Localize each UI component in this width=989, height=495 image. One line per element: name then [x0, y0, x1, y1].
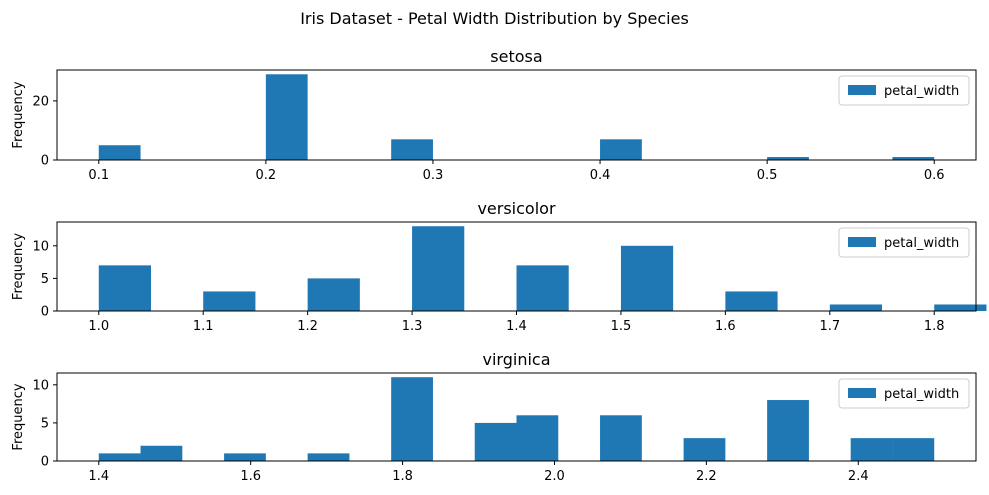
bar — [620, 245, 674, 311]
bar — [892, 438, 935, 461]
bar — [516, 415, 559, 461]
bar — [224, 453, 266, 461]
x-tick-label: 2.2 — [696, 469, 717, 484]
x-tick-label: 2.0 — [544, 469, 565, 484]
legend-box — [838, 378, 970, 409]
panel-title: virginica — [483, 350, 551, 369]
x-tick-label: 1.6 — [240, 469, 261, 484]
x-tick-label: 1.4 — [506, 319, 527, 334]
legend-swatch — [848, 388, 876, 398]
bar — [829, 304, 883, 311]
bar — [767, 400, 809, 461]
x-tick-label: 1.4 — [88, 469, 109, 484]
panels-group: setosa Frequency 0.1 0.2 0.3 0.4 0.5 0.6 0 20 peta… — [11, 47, 987, 484]
bar — [934, 304, 987, 311]
y-tick-label: 5 — [41, 416, 49, 431]
bar — [600, 415, 642, 461]
bar — [767, 157, 809, 160]
bar — [98, 453, 141, 461]
x-tick-label: 0.2 — [256, 168, 277, 183]
y-axis-label: Frequency — [11, 383, 26, 450]
x-tick-label: 0.1 — [88, 168, 109, 183]
panel-versicolor: versicolor Frequency 1.0 1.1 1.2 1.3 1.4 1.5 1.6… — [11, 199, 987, 334]
x-tick-label: 1.2 — [297, 319, 318, 334]
legend-swatch — [848, 237, 876, 247]
plot-frame — [56, 372, 977, 462]
bar — [725, 291, 778, 311]
x-tick-label: 0.6 — [924, 168, 945, 183]
legend-label: petal_width — [884, 236, 959, 251]
bar — [683, 438, 726, 461]
bar — [203, 291, 256, 311]
bar — [98, 265, 151, 311]
bar — [98, 145, 141, 160]
panel-setosa: setosa Frequency 0.1 0.2 0.3 0.4 0.5 0.6 0 20 peta… — [11, 47, 977, 183]
panel-virginica: virginica Frequency 1.4 1.6 1.8 2.0 2.2 2.4 0 5 10… — [11, 350, 977, 484]
y-tick-label: 0 — [41, 154, 49, 169]
legend: petal_width — [838, 227, 970, 258]
legend-box — [838, 75, 970, 106]
y-tick-label: 20 — [32, 94, 49, 109]
x-tick-label: 0.3 — [423, 168, 444, 183]
x-tick-label: 1.5 — [611, 319, 632, 334]
legend: petal_width — [838, 378, 970, 409]
bar — [140, 445, 183, 461]
y-tick-label: 0 — [41, 455, 49, 470]
legend: petal_width — [838, 75, 970, 106]
legend-box — [838, 227, 970, 258]
bar — [600, 139, 642, 160]
legend-label: petal_width — [884, 84, 959, 99]
x-tick-label: 1.7 — [819, 319, 840, 334]
panel-title: versicolor — [477, 199, 555, 218]
y-tick-label: 0 — [41, 305, 49, 320]
x-tick-label: 2.4 — [848, 469, 869, 484]
x-tick-label: 1.3 — [402, 319, 423, 334]
x-tick-label: 0.4 — [590, 168, 611, 183]
bar — [516, 265, 569, 311]
x-tick-label: 1.1 — [193, 319, 214, 334]
plot-frame — [56, 69, 977, 161]
chart-title: Iris Dataset - Petal Width Distribution … — [300, 9, 689, 28]
bar — [474, 422, 517, 461]
x-tick-label: 1.0 — [88, 319, 109, 334]
bar — [307, 278, 360, 311]
bar — [391, 377, 433, 461]
bar — [412, 226, 465, 311]
x-tick-label: 0.5 — [757, 168, 778, 183]
bar — [265, 74, 308, 160]
bar — [850, 438, 893, 461]
y-axis-label: Frequency — [11, 233, 26, 300]
legend-swatch — [848, 85, 876, 95]
bar — [391, 139, 433, 160]
y-tick-label: 10 — [32, 378, 49, 393]
bar — [307, 453, 350, 461]
bar — [892, 157, 935, 160]
y-tick-label: 5 — [41, 272, 49, 287]
panel-title: setosa — [490, 47, 542, 66]
y-tick-label: 10 — [32, 239, 49, 254]
x-tick-label: 1.8 — [924, 319, 945, 334]
y-axis-label: Frequency — [11, 81, 26, 148]
x-tick-label: 1.8 — [392, 469, 413, 484]
legend-label: petal_width — [884, 387, 959, 402]
x-tick-label: 1.6 — [715, 319, 736, 334]
